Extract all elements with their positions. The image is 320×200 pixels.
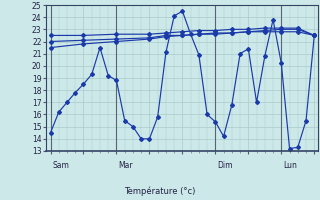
Text: Mar: Mar [118,161,133,170]
Text: Sam: Sam [52,161,69,170]
Text: Température (°c): Température (°c) [124,186,196,196]
Text: Lun: Lun [283,161,297,170]
Text: Dim: Dim [217,161,232,170]
